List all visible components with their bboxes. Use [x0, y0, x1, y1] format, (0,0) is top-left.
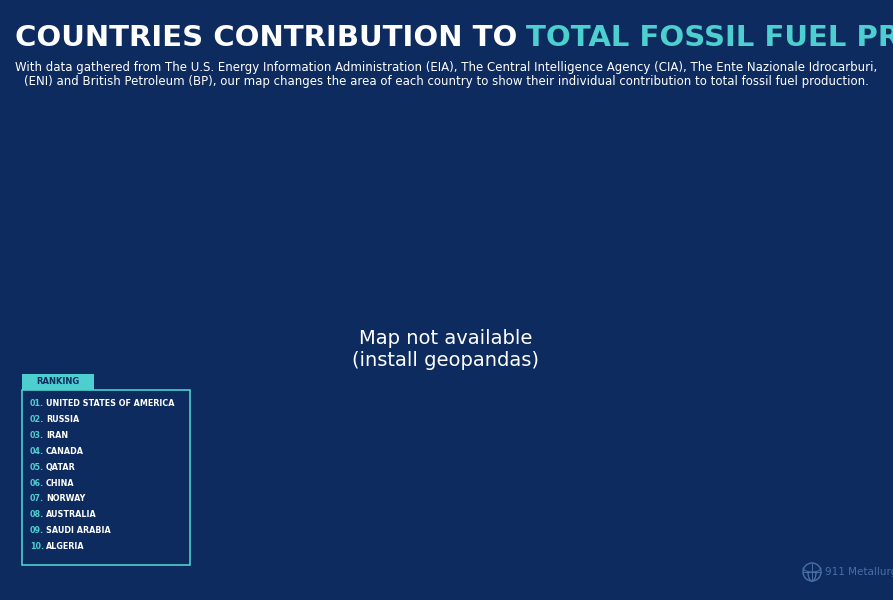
Text: RUSSIA: RUSSIA [46, 415, 79, 424]
Text: 08.: 08. [30, 510, 45, 519]
Text: 06.: 06. [30, 479, 44, 487]
Bar [22, 374, 94, 390]
Text: 09.: 09. [30, 526, 44, 535]
Text: 911 Metallurgist: 911 Metallurgist [825, 567, 893, 577]
Text: 01.: 01. [30, 400, 44, 409]
Text: COUNTRIES CONTRIBUTION TO: COUNTRIES CONTRIBUTION TO [15, 24, 528, 52]
Text: SAUDI ARABIA: SAUDI ARABIA [46, 526, 111, 535]
Text: 04.: 04. [30, 447, 44, 456]
Text: CANADA: CANADA [46, 447, 84, 456]
Text: IRAN: IRAN [46, 431, 68, 440]
Text: ALGERIA: ALGERIA [46, 542, 85, 551]
Text: 05.: 05. [30, 463, 44, 472]
Text: 03.: 03. [30, 431, 44, 440]
Text: NORWAY: NORWAY [46, 494, 86, 503]
Text: Map not available
(install geopandas): Map not available (install geopandas) [353, 329, 539, 370]
Text: AUSTRALIA: AUSTRALIA [46, 510, 96, 519]
Text: RANKING: RANKING [37, 377, 79, 386]
Text: TOTAL FOSSIL FUEL PRODUCTION: TOTAL FOSSIL FUEL PRODUCTION [525, 24, 893, 52]
Text: QATAR: QATAR [46, 463, 76, 472]
Text: 02.: 02. [30, 415, 45, 424]
Text: With data gathered from The U.S. Energy Information Administration (EIA), The Ce: With data gathered from The U.S. Energy … [15, 61, 877, 74]
Text: (ENI) and British Petroleum (BP), our map changes the area of each country to sh: (ENI) and British Petroleum (BP), our ma… [23, 74, 868, 88]
Text: 10.: 10. [30, 542, 44, 551]
Text: CHINA: CHINA [46, 479, 75, 487]
Text: UNITED STATES OF AMERICA: UNITED STATES OF AMERICA [46, 400, 174, 409]
Text: 07.: 07. [30, 494, 44, 503]
FancyBboxPatch shape [22, 390, 190, 565]
